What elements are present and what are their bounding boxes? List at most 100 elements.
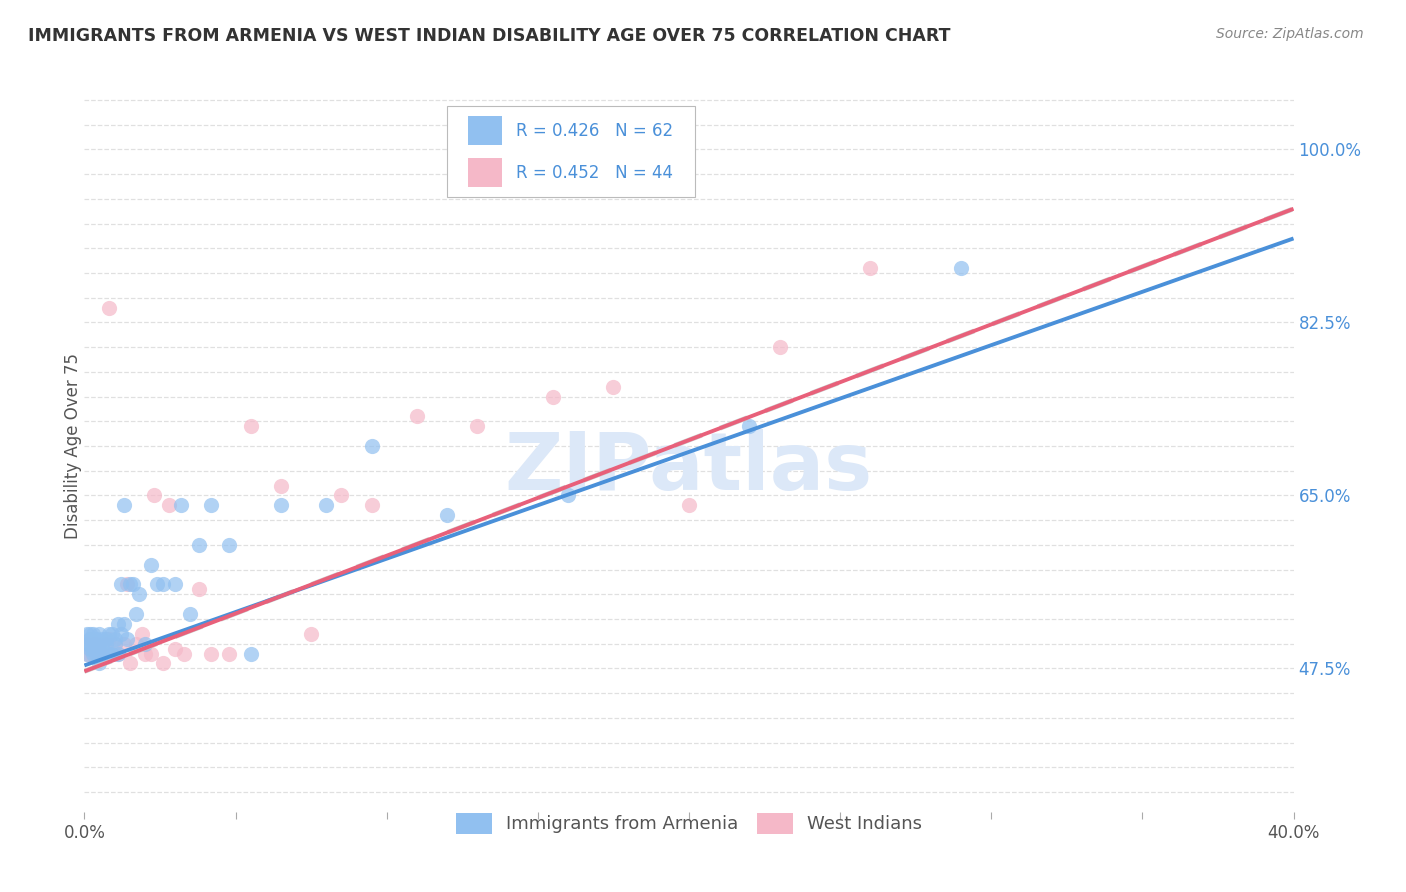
Point — [94, 632, 117, 646]
Point — [170, 498, 193, 512]
Point — [76, 627, 98, 641]
Point — [86, 647, 108, 661]
Point — [738, 419, 761, 434]
Point — [79, 632, 101, 646]
Point — [79, 627, 101, 641]
Point — [330, 488, 353, 502]
Point — [121, 577, 143, 591]
Point — [118, 657, 141, 671]
Point — [769, 340, 792, 354]
Point — [76, 637, 98, 651]
Point — [125, 607, 148, 621]
Point — [82, 641, 104, 656]
Point — [188, 582, 211, 597]
Point — [467, 419, 489, 434]
Point — [86, 632, 108, 646]
Point — [218, 538, 240, 552]
Point — [152, 577, 174, 591]
Point — [76, 647, 98, 661]
Point — [104, 637, 127, 651]
Point — [200, 647, 222, 661]
Point — [94, 637, 117, 651]
Point — [436, 508, 458, 523]
Point — [107, 616, 129, 631]
Point — [94, 637, 117, 651]
Point — [97, 627, 120, 641]
Point — [125, 637, 148, 651]
Point — [82, 632, 104, 646]
Point — [134, 647, 156, 661]
Point — [360, 439, 382, 453]
Point — [270, 478, 292, 492]
Legend: Immigrants from Armenia, West Indians: Immigrants from Armenia, West Indians — [447, 804, 931, 843]
Point — [270, 498, 292, 512]
Point — [100, 647, 122, 661]
Point — [86, 637, 108, 651]
Point — [104, 632, 127, 646]
Point — [139, 558, 162, 572]
Point — [79, 641, 101, 656]
Point — [100, 627, 122, 641]
Point — [82, 637, 104, 651]
Point — [112, 616, 135, 631]
Point — [541, 390, 564, 404]
Point — [115, 577, 138, 591]
Text: ZIPatlas: ZIPatlas — [505, 429, 873, 507]
Point — [82, 647, 104, 661]
Point — [218, 647, 240, 661]
Point — [104, 637, 127, 651]
Point — [79, 647, 101, 661]
Point — [91, 637, 114, 651]
Point — [406, 409, 429, 424]
Point — [97, 647, 120, 661]
FancyBboxPatch shape — [468, 158, 502, 187]
Point — [134, 637, 156, 651]
Point — [179, 607, 201, 621]
Point — [89, 641, 111, 656]
Point — [165, 577, 187, 591]
Point — [142, 488, 165, 502]
Point — [131, 627, 153, 641]
Point — [97, 301, 120, 315]
Text: R = 0.426   N = 62: R = 0.426 N = 62 — [516, 121, 673, 139]
Point — [89, 657, 111, 671]
Point — [89, 651, 111, 665]
Point — [91, 632, 114, 646]
Point — [82, 637, 104, 651]
FancyBboxPatch shape — [447, 106, 695, 197]
Text: Source: ZipAtlas.com: Source: ZipAtlas.com — [1216, 27, 1364, 41]
Point — [315, 498, 337, 512]
Text: R = 0.452   N = 44: R = 0.452 N = 44 — [516, 163, 673, 182]
Point — [107, 647, 129, 661]
Point — [239, 419, 262, 434]
Point — [97, 632, 120, 646]
Point — [89, 647, 111, 661]
Point — [76, 637, 98, 651]
Point — [165, 641, 187, 656]
Point — [94, 647, 117, 661]
Point — [79, 632, 101, 646]
Point — [239, 647, 262, 661]
Point — [89, 637, 111, 651]
Point — [173, 647, 195, 661]
Point — [91, 647, 114, 661]
Point — [82, 627, 104, 641]
Point — [360, 498, 382, 512]
Point — [139, 647, 162, 661]
Point — [299, 627, 322, 641]
Point — [950, 261, 973, 276]
Point — [86, 647, 108, 661]
Point — [859, 261, 882, 276]
Point — [157, 498, 180, 512]
Point — [100, 647, 122, 661]
Point — [89, 637, 111, 651]
Point — [76, 647, 98, 661]
Point — [110, 577, 132, 591]
FancyBboxPatch shape — [468, 116, 502, 145]
Text: IMMIGRANTS FROM ARMENIA VS WEST INDIAN DISABILITY AGE OVER 75 CORRELATION CHART: IMMIGRANTS FROM ARMENIA VS WEST INDIAN D… — [28, 27, 950, 45]
Y-axis label: Disability Age Over 75: Disability Age Over 75 — [65, 353, 82, 539]
Point — [557, 488, 579, 502]
Point — [602, 380, 624, 394]
Point — [112, 498, 135, 512]
Point — [118, 577, 141, 591]
